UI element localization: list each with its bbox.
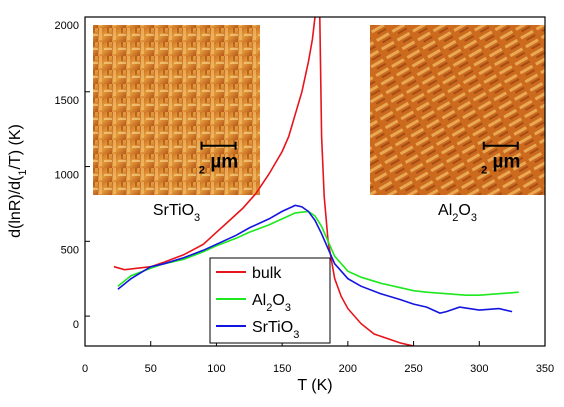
scale-bar-label: 2 µm <box>199 152 238 177</box>
x-tick-label: 350 <box>536 363 554 375</box>
x-tick-label: 200 <box>339 363 357 375</box>
data-line <box>113 17 417 346</box>
y-axis-label: d(lnR)/d(1/T) (K) <box>7 124 29 238</box>
inset-image <box>370 25 545 195</box>
inset-image <box>93 25 260 195</box>
x-axis-label: T (K) <box>297 377 332 394</box>
legend-label: SrTiO3 <box>252 319 299 341</box>
y-tick-label: 2000 <box>55 20 79 32</box>
y-tick-label: 500 <box>61 244 79 256</box>
x-tick-label: 50 <box>145 363 157 375</box>
x-tick-label: 300 <box>470 363 488 375</box>
plot-frame <box>84 16 546 347</box>
x-tick-label: 100 <box>207 363 225 375</box>
x-tick-label: 250 <box>404 363 422 375</box>
y-tick-label: 1000 <box>55 170 79 182</box>
scale-bar-label: 2 µm <box>481 152 520 177</box>
legend-label: bulk <box>252 265 282 282</box>
x-tick-label: 0 <box>82 363 88 375</box>
y-tick-label: 0 <box>73 319 79 331</box>
inset-label: Al2O3 <box>438 202 477 224</box>
y-tick-label: 1500 <box>55 95 79 107</box>
legend-label: Al2O3 <box>252 292 291 314</box>
data-line <box>117 204 513 314</box>
x-tick-label: 150 <box>273 363 291 375</box>
inset-label: SrTiO3 <box>153 202 200 224</box>
data-line <box>117 210 519 296</box>
